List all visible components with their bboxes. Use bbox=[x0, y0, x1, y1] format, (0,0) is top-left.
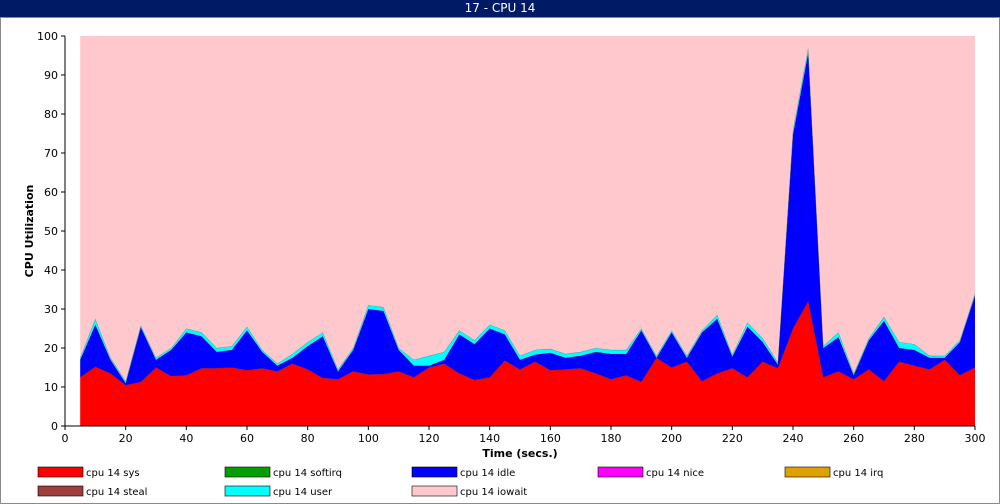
series-area-cpu-14-iowait bbox=[80, 36, 975, 382]
x-tick-label: 240 bbox=[783, 432, 804, 445]
x-tick-label: 180 bbox=[601, 432, 622, 445]
series-area-cpu-14-user bbox=[80, 47, 975, 384]
x-tick-label: 260 bbox=[843, 432, 864, 445]
y-tick-label: 70 bbox=[44, 147, 58, 160]
x-tick-label: 200 bbox=[661, 432, 682, 445]
legend-label: cpu 14 iowait bbox=[460, 487, 527, 498]
y-axis-label: CPU Utilization bbox=[23, 185, 36, 278]
x-tick-label: 280 bbox=[904, 432, 925, 445]
window-title: 17 - CPU 14 bbox=[0, 0, 1000, 17]
x-tick-label: 160 bbox=[540, 432, 561, 445]
legend-swatch bbox=[597, 466, 644, 478]
x-tick-label: 40 bbox=[179, 432, 193, 445]
x-tick-label: 120 bbox=[419, 432, 440, 445]
legend-swatch bbox=[784, 466, 831, 478]
legend-swatch bbox=[224, 466, 271, 478]
legend: cpu 14 sys cpu 14 softirq cpu 14 idle cpu 1… bbox=[37, 466, 883, 498]
y-tick-label: 80 bbox=[44, 108, 58, 121]
x-tick-label: 60 bbox=[240, 432, 254, 445]
y-tick-label: 50 bbox=[44, 225, 58, 238]
x-tick-label: 220 bbox=[722, 432, 743, 445]
x-tick-label: 0 bbox=[62, 432, 69, 445]
y-tick-label: 40 bbox=[44, 264, 58, 277]
x-tick-label: 300 bbox=[965, 432, 986, 445]
x-tick-label: 20 bbox=[119, 432, 133, 445]
y-tick-label: 0 bbox=[51, 420, 58, 433]
y-tick-label: 60 bbox=[44, 186, 58, 199]
plot-area bbox=[79, 36, 976, 426]
y-tick-label: 20 bbox=[44, 342, 58, 355]
y-tick-label: 90 bbox=[44, 69, 58, 82]
axes: 0 10 20 30 40 50 60 70 80 90 100 0 20 40 60 80 100 120 140… bbox=[37, 30, 986, 445]
legend-label: cpu 14 irq bbox=[833, 468, 883, 479]
series-area-cpu-14-sys bbox=[80, 301, 975, 426]
legend-label: cpu 14 nice bbox=[646, 468, 704, 479]
legend-swatch bbox=[224, 485, 271, 497]
legend-label: cpu 14 softirq bbox=[273, 468, 342, 479]
x-tick-label: 80 bbox=[301, 432, 315, 445]
x-tick-label: 100 bbox=[358, 432, 379, 445]
y-tick-label: 100 bbox=[37, 30, 58, 43]
legend-swatch bbox=[411, 466, 458, 478]
series-area-cpu-14-idle bbox=[80, 52, 975, 386]
legend-swatch bbox=[37, 485, 84, 497]
y-tick-label: 30 bbox=[44, 303, 58, 316]
legend-label: cpu 14 user bbox=[273, 487, 333, 498]
legend-swatch bbox=[37, 466, 84, 478]
legend-label: cpu 14 idle bbox=[460, 468, 515, 479]
y-tick-label: 10 bbox=[44, 381, 58, 394]
legend-label: cpu 14 steal bbox=[86, 487, 147, 498]
legend-label: cpu 14 sys bbox=[86, 468, 140, 479]
x-axis-label: Time (secs.) bbox=[482, 447, 557, 460]
x-tick-label: 140 bbox=[479, 432, 500, 445]
legend-swatch bbox=[411, 485, 458, 497]
